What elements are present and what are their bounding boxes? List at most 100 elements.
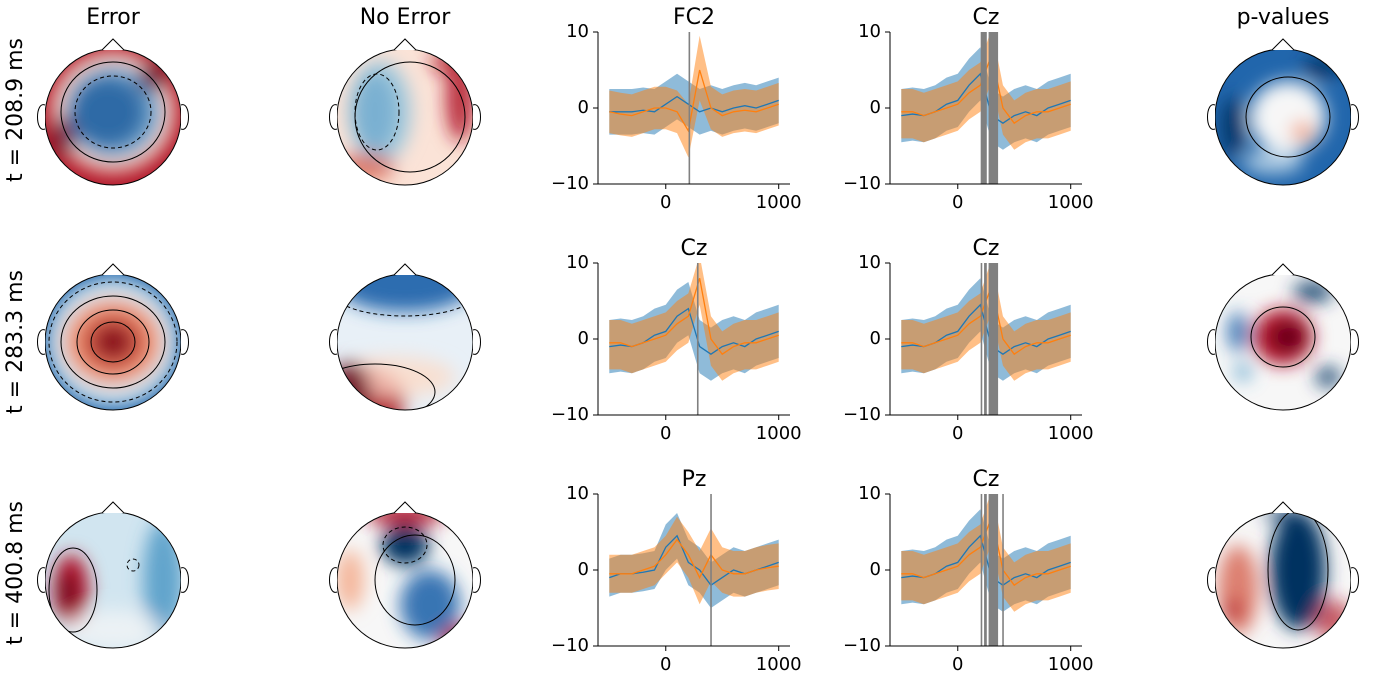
ear	[1350, 567, 1359, 593]
chart-title: Cz	[681, 236, 708, 261]
nose	[393, 501, 417, 514]
topomap-blob	[1291, 122, 1315, 142]
topomap-blob	[93, 324, 133, 360]
nose	[101, 38, 125, 51]
y-tick-label: 10	[858, 21, 881, 42]
topomap-blob	[1316, 367, 1340, 387]
ear	[329, 567, 338, 593]
contour	[1250, 306, 1316, 368]
topomap-blob	[1263, 512, 1303, 520]
line-chart: −10 0 10 0 1000 Cz	[843, 236, 1094, 444]
line-chart: −10 0 10 0 1000 Pz	[551, 467, 802, 675]
topomap	[1207, 263, 1359, 411]
line-chart: −10 0 10 0 1000 FC2	[551, 5, 802, 213]
y-tick-label: 0	[870, 559, 881, 580]
row-label: t = 208.9 ms	[3, 38, 28, 182]
x-tick-label: 0	[952, 423, 963, 444]
contour	[48, 281, 178, 403]
chart-title: Cz	[973, 236, 1000, 261]
ear	[1207, 567, 1216, 593]
contour	[354, 61, 466, 173]
contour	[374, 534, 456, 626]
y-tick-label: 0	[870, 97, 881, 118]
contour	[382, 526, 428, 564]
contour	[337, 274, 473, 317]
topomap-field	[337, 274, 473, 410]
ear	[329, 329, 338, 355]
row-label: t = 283.3 ms	[3, 270, 28, 414]
topomap	[329, 501, 481, 649]
column-title: No Error	[360, 5, 451, 30]
topomap	[1207, 501, 1359, 649]
ear	[472, 329, 481, 355]
nose	[393, 263, 417, 276]
topomap-field	[1215, 512, 1351, 648]
contour	[74, 75, 152, 149]
topomap-blob	[440, 625, 473, 648]
ear	[180, 329, 189, 355]
nose	[1271, 501, 1295, 514]
y-tick-label: 0	[870, 328, 881, 349]
plot-area	[609, 263, 779, 415]
x-tick-label: 1000	[1048, 423, 1094, 444]
ear	[1207, 104, 1216, 130]
nose	[393, 38, 417, 51]
y-tick-label: −10	[551, 404, 589, 425]
x-tick-label: 1000	[1048, 654, 1094, 675]
line-chart: −10 0 10 0 1000 Cz	[843, 5, 1094, 213]
x-tick-label: 0	[660, 192, 671, 213]
topomap	[329, 38, 481, 186]
topomap-blob	[381, 525, 429, 565]
plot-area	[901, 32, 1071, 184]
mean-line	[609, 278, 779, 356]
topomap-blobs	[53, 520, 181, 648]
x-tick-label: 1000	[756, 192, 802, 213]
confidence-band	[609, 516, 779, 605]
ear	[1350, 104, 1359, 130]
ear	[37, 329, 46, 355]
topomap-blob	[1313, 600, 1351, 640]
topomap-blob	[337, 362, 370, 410]
chart-title: FC2	[673, 5, 715, 30]
y-tick-label: −10	[843, 173, 881, 194]
contour	[48, 547, 98, 633]
topomap-blob	[337, 550, 364, 610]
topomap-blob	[1228, 312, 1248, 352]
plot-area	[609, 494, 779, 646]
topomap-blobs	[51, 52, 175, 172]
topomap-blob	[1225, 600, 1241, 620]
ear	[472, 104, 481, 130]
column-title: p-values	[1237, 5, 1330, 30]
x-tick-label: 0	[660, 423, 671, 444]
y-tick-label: 10	[566, 21, 589, 42]
topomap-blob	[70, 76, 146, 148]
ear	[180, 567, 189, 593]
topomap-blob	[337, 274, 473, 312]
topomap-blob	[63, 610, 163, 648]
plot-area	[609, 32, 779, 184]
topomap-blob	[1235, 364, 1251, 380]
line-chart: −10 0 10 0 1000 Cz	[843, 467, 1094, 675]
ear	[180, 104, 189, 130]
nose	[101, 501, 125, 514]
chart-title: Cz	[973, 5, 1000, 30]
x-tick-label: 1000	[756, 654, 802, 675]
column-title: Error	[86, 5, 141, 30]
contour	[90, 321, 136, 363]
topomap-blob	[51, 117, 75, 157]
y-tick-label: 10	[566, 252, 589, 273]
topomap-blobs	[1221, 57, 1343, 174]
y-tick-label: 0	[578, 97, 589, 118]
nose	[1271, 263, 1295, 276]
topomap-field	[45, 512, 181, 648]
y-tick-label: 0	[578, 559, 589, 580]
y-tick-label: −10	[843, 404, 881, 425]
plot-area	[901, 263, 1071, 415]
topomap-blob	[1270, 512, 1326, 630]
ear	[37, 104, 46, 130]
mean-line	[609, 538, 779, 580]
topomap-blob	[1243, 150, 1303, 174]
chart-title: Cz	[973, 467, 1000, 492]
topomap-field	[45, 49, 181, 185]
